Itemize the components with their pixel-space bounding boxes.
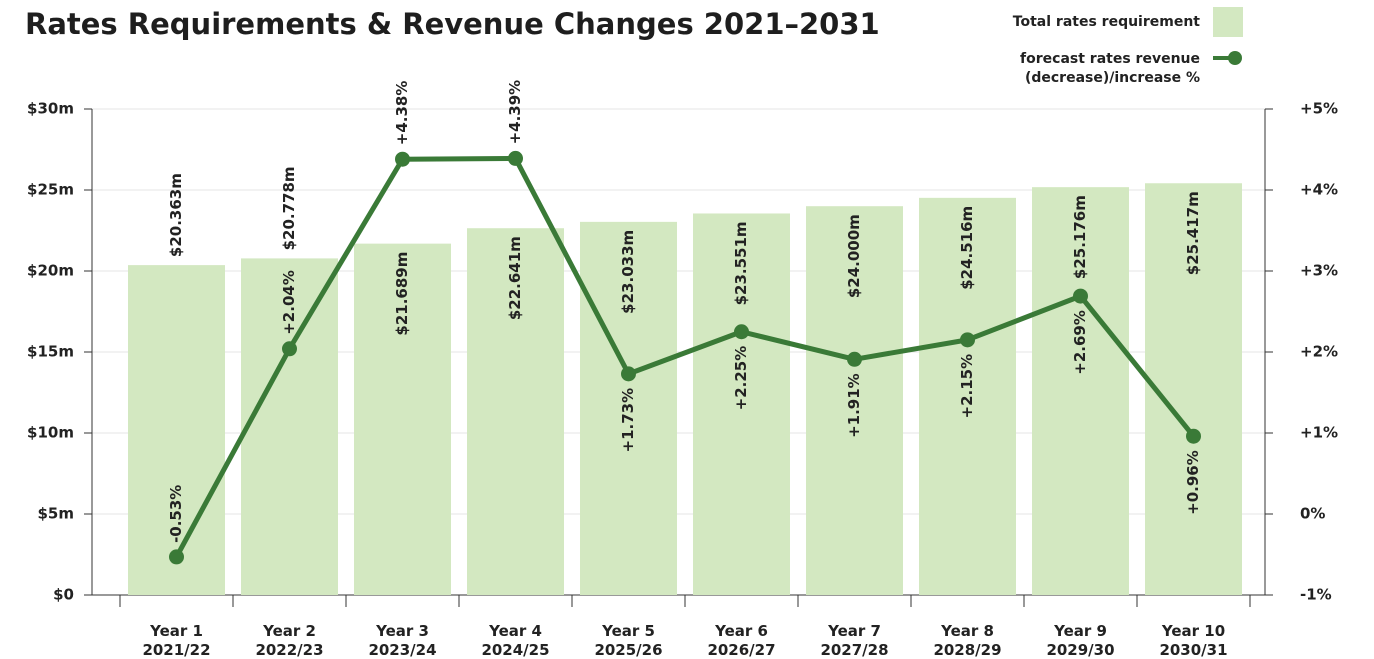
x-tick-label-line: 2029/30 — [1046, 641, 1114, 659]
line-point — [395, 151, 410, 167]
y-tick-label: $15m — [27, 343, 74, 361]
line-point — [1186, 428, 1201, 444]
x-tick-label-line: 2027/28 — [820, 641, 888, 659]
x-tick-label-line: Year 7 — [827, 622, 881, 640]
x-tick-label: Year 7 2027/28 — [820, 622, 888, 659]
line-point — [169, 549, 184, 565]
line-value-label: +4.38% — [393, 81, 411, 146]
x-tick-label-line: Year 10 — [1161, 622, 1225, 640]
line-value-label: +1.73% — [619, 388, 637, 453]
bar-value-label: $25.417m — [1184, 191, 1202, 275]
x-tick-label-line: 2030/31 — [1159, 641, 1227, 659]
line-value-label: +2.25% — [732, 346, 750, 411]
y-tick-label: $0 — [53, 586, 74, 604]
y2-tick-label: +5% — [1300, 100, 1338, 118]
bar — [919, 197, 1016, 595]
bar — [241, 258, 338, 595]
bar — [693, 213, 790, 595]
bar — [806, 206, 903, 595]
x-tick-label: Year 8 2028/29 — [933, 622, 1001, 659]
x-tick-label: Year 3 2023/24 — [368, 622, 436, 659]
line-value-label: +0.96% — [1184, 450, 1202, 515]
y2-tick-label: -1% — [1300, 586, 1332, 604]
line-point — [1073, 288, 1088, 304]
y-tick-label: $25m — [27, 181, 74, 199]
y2-tick-label: 0% — [1300, 505, 1325, 523]
x-tick-label-line: Year 9 — [1053, 622, 1107, 640]
line-point — [282, 341, 297, 357]
y2-tick-label: +1% — [1300, 424, 1338, 442]
bar-value-label: $22.641m — [506, 236, 524, 320]
bar — [354, 243, 451, 596]
line-point — [508, 150, 523, 166]
x-tick-label-line: Year 2 — [262, 622, 316, 640]
line-point — [621, 366, 636, 382]
y2-tick-label: +2% — [1300, 343, 1338, 361]
line-value-label: +2.15% — [958, 354, 976, 419]
bar-value-label: $20.778m — [280, 166, 298, 250]
x-tick-label-line: 2024/25 — [481, 641, 549, 659]
x-tick-label-line: Year 4 — [488, 622, 542, 640]
line-point — [847, 351, 862, 367]
legend-swatch — [1213, 7, 1243, 37]
x-tick-label: Year 2 2022/23 — [255, 622, 323, 659]
legend-label: forecast rates revenue (decrease)/increa… — [1020, 51, 1200, 86]
x-tick-label-line: 2023/24 — [368, 641, 436, 659]
x-tick-label-line: Year 1 — [149, 622, 203, 640]
line — [174, 155, 1196, 559]
bar-value-label: $25.176m — [1071, 195, 1089, 279]
line-value-label: -0.53% — [167, 485, 185, 543]
line-value-label: +2.69% — [1071, 310, 1089, 375]
x-tick-label-line: Year 8 — [940, 622, 994, 640]
x-tick-label: Year 9 2029/30 — [1046, 622, 1114, 659]
line-value-label: +2.04% — [280, 270, 298, 335]
y2-tick-label: +4% — [1300, 181, 1338, 199]
x-tick-label: Year 1 2021/22 — [142, 622, 210, 659]
bar-value-label: $23.033m — [619, 230, 637, 314]
x-tick-label-line: 2022/23 — [255, 641, 323, 659]
bar — [1032, 187, 1129, 595]
chart-title: Rates Requirements & Revenue Changes 202… — [25, 7, 880, 41]
x-tick-label-line: 2021/22 — [142, 641, 210, 659]
bar — [1145, 183, 1242, 595]
x-tick-label-line: Year 6 — [714, 622, 768, 640]
x-tick-label-line: 2025/26 — [594, 641, 662, 659]
bar-value-label: $21.689m — [393, 252, 411, 336]
x-tick-label-line: 2028/29 — [933, 641, 1001, 659]
line-value-label: +4.39% — [506, 80, 524, 145]
legend-label: Total rates requirement — [1012, 14, 1200, 30]
bar — [467, 228, 564, 595]
x-tick-label: Year 6 2026/27 — [707, 622, 775, 659]
line-value-label: +1.91% — [845, 373, 863, 438]
bar-value-label: $24.000m — [845, 214, 863, 298]
y-tick-label: $20m — [27, 262, 74, 280]
bar-value-label: $23.551m — [732, 221, 750, 305]
y-tick-label: $30m — [27, 100, 74, 118]
line-point — [734, 324, 749, 340]
y-tick-label: $10m — [27, 424, 74, 442]
x-tick-label-line: 2026/27 — [707, 641, 775, 659]
line-point — [960, 332, 975, 348]
bar — [580, 221, 677, 595]
x-tick-label: Year 10 2030/31 — [1159, 622, 1227, 659]
x-tick-label-line: Year 3 — [375, 622, 429, 640]
bar-value-label: $20.363m — [167, 173, 185, 257]
bar-value-label: $24.516m — [958, 206, 976, 290]
x-tick-label-line: Year 5 — [601, 622, 655, 640]
bar — [128, 265, 225, 595]
y2-tick-label: +3% — [1300, 262, 1338, 280]
y-tick-label: $5m — [37, 505, 74, 523]
x-tick-label: Year 5 2025/26 — [594, 622, 662, 659]
x-tick-label: Year 4 2024/25 — [481, 622, 549, 659]
